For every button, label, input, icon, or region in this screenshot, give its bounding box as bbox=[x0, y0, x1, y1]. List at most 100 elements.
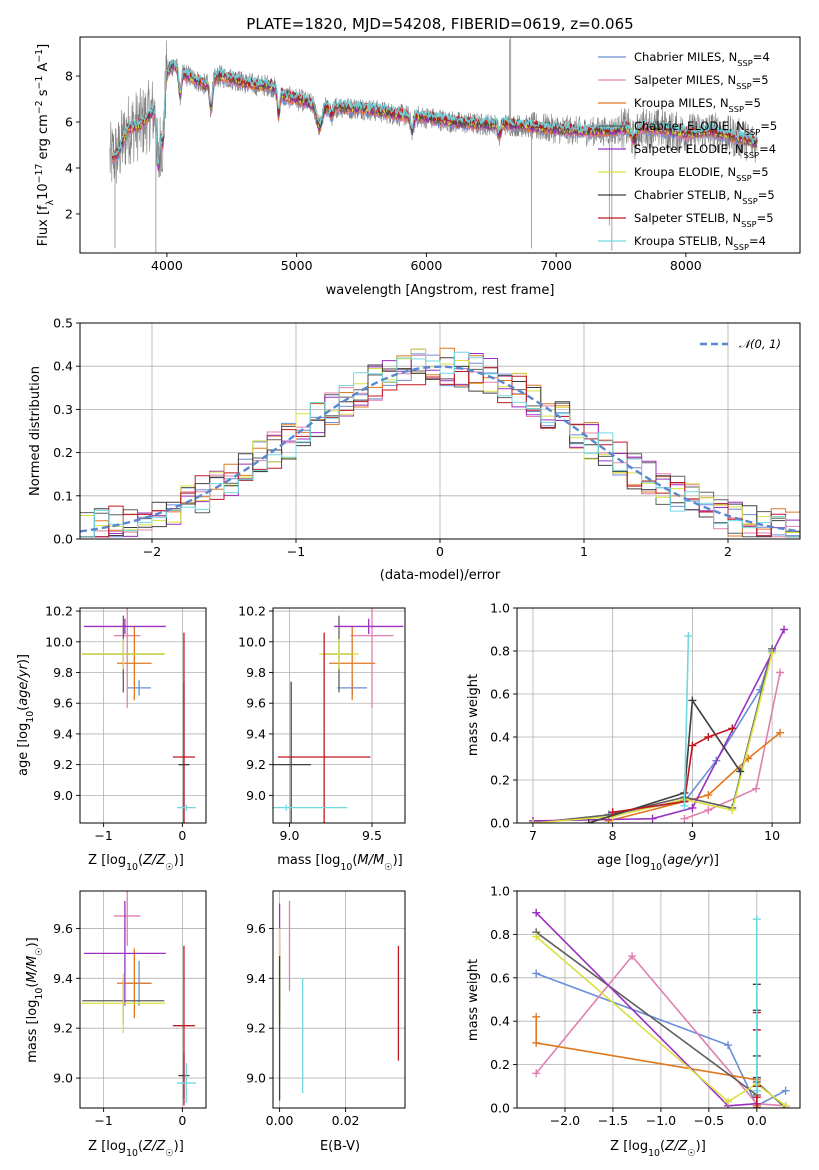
y-tick-label: 9.4 bbox=[53, 971, 73, 986]
normal-legend-label: 𝒩(0, 1) bbox=[739, 337, 781, 351]
series-line-5 bbox=[535, 912, 757, 1107]
y-tick-label: 0.6 bbox=[490, 970, 510, 985]
series-line-6 bbox=[532, 652, 773, 823]
series-point-6 bbox=[781, 1101, 790, 1108]
axes-frame bbox=[79, 607, 207, 824]
x-tick-label: −1 bbox=[94, 1113, 112, 1128]
y-tick-label: 9.2 bbox=[246, 757, 266, 772]
x-tick-label: 10 bbox=[764, 828, 780, 843]
residuals-x-label: (data-model)/error bbox=[380, 568, 501, 583]
series-line-9 bbox=[683, 635, 690, 806]
y-tick-label: 9.0 bbox=[246, 1071, 266, 1086]
axes-frame bbox=[516, 890, 801, 1109]
series-point-2 bbox=[680, 814, 689, 823]
series-point-8 bbox=[752, 1104, 761, 1108]
y-tick-label: 10.0 bbox=[238, 634, 266, 649]
x-tick-label: 0 bbox=[178, 828, 186, 843]
series-line-2 bbox=[535, 954, 786, 1107]
x-tick-label: 8000 bbox=[670, 258, 702, 273]
y-tick-label: 0.1 bbox=[53, 488, 73, 503]
legend-entry-8: Salpeter STELIB, NSSP=5 bbox=[634, 211, 774, 229]
panel-spectrum: 4000 5000 6000 7000 8000 2 4 6 8 wavelength [Angs… bbox=[34, 36, 801, 298]
figure-title: PLATE=1820, MJD=54208, FIBERID=0619, z=0… bbox=[246, 15, 633, 33]
axes-frame bbox=[516, 607, 801, 824]
series-point-3 bbox=[604, 816, 613, 823]
x-tick-label: 9 bbox=[688, 828, 696, 843]
panel-massweight-vs-age: 7 8 9 10 0.0 0.2 0.4 0.6 0.8 1.0 age [log10(age/yr… bbox=[466, 601, 801, 873]
series-point-5 bbox=[648, 814, 657, 823]
series-point-1 bbox=[781, 1086, 790, 1095]
x-tick-label: −1.0 bbox=[646, 1113, 676, 1128]
y-tick-label: 9.8 bbox=[53, 665, 73, 680]
series-point-6 bbox=[528, 819, 537, 823]
plot-area bbox=[273, 608, 404, 823]
axes-frame bbox=[79, 890, 207, 1109]
y-tick-label: 9.2 bbox=[53, 757, 73, 772]
x-tick-label: 7 bbox=[529, 828, 537, 843]
y-tick-label: 0.2 bbox=[53, 445, 73, 460]
x-tick-label: −1 bbox=[94, 828, 112, 843]
y-tick-label: 4 bbox=[65, 160, 73, 175]
x-tick-label: 2 bbox=[724, 544, 732, 559]
y-tick-label: 9.6 bbox=[246, 921, 266, 936]
x-tick-label: 8 bbox=[609, 828, 617, 843]
y-tick-label: 10.0 bbox=[45, 634, 73, 649]
series-point-9 bbox=[752, 915, 761, 924]
legend-entry-1: Chabrier MILES, NSSP=4 bbox=[634, 50, 770, 68]
legend-entry-2: Salpeter MILES, NSSP=5 bbox=[634, 73, 769, 91]
plot-area bbox=[81, 891, 196, 1106]
x-tick-label: 0.00 bbox=[266, 1113, 294, 1128]
series-point-9 bbox=[680, 801, 689, 810]
x-tick-label: −2.0 bbox=[550, 1113, 580, 1128]
panel-massweight-vs-Z: −2.0 −1.5 −1.0 −0.5 0.0 0.0 0.2 0.4 0.6 0.8 1.0 Z [… bbox=[466, 884, 801, 1159]
y-tick-label: 9.4 bbox=[53, 726, 73, 741]
normal-curve-line bbox=[80, 365, 800, 533]
legend-entry-7: Chabrier STELIB, NSSP=5 bbox=[634, 188, 775, 206]
y-tick-label: 10.2 bbox=[45, 604, 73, 619]
y-tick-label: 0.4 bbox=[490, 1014, 510, 1029]
y-tick-label: 2 bbox=[65, 206, 73, 221]
series-point-5 bbox=[532, 908, 541, 917]
series-point-1 bbox=[724, 1041, 733, 1050]
y-tick-label: 9.2 bbox=[53, 1021, 73, 1036]
x-tick-label: 1 bbox=[580, 544, 588, 559]
series-point-3 bbox=[704, 791, 713, 800]
y-tick-label: 6 bbox=[65, 115, 73, 130]
plot-area bbox=[109, 37, 758, 253]
series-point-9 bbox=[684, 631, 693, 640]
residual-histogram-8 bbox=[80, 367, 800, 538]
series-point-2 bbox=[628, 952, 637, 961]
series-point-5 bbox=[688, 803, 697, 812]
x-tick-label: 0 bbox=[178, 1113, 186, 1128]
series-point-2 bbox=[776, 668, 785, 677]
legend-entry-9: Kroupa STELIB, NSSP=4 bbox=[634, 234, 766, 252]
panel-age-vs-Z: −1 0 9.0 9.2 9.4 9.6 9.8 10.0 10.2 Z [log10(Z/Z☉)… bbox=[16, 604, 207, 873]
massweight-vs-age-y-label: mass weight bbox=[466, 674, 481, 756]
y-tick-label: 9.6 bbox=[53, 696, 73, 711]
plot-area bbox=[81, 608, 196, 823]
y-tick-label: 9.4 bbox=[246, 726, 266, 741]
x-tick-label: 0 bbox=[436, 544, 444, 559]
y-tick-label: 9.2 bbox=[246, 1021, 266, 1036]
y-tick-label: 10.2 bbox=[238, 604, 266, 619]
y-tick-label: 0.3 bbox=[53, 402, 73, 417]
x-tick-label: 6000 bbox=[410, 258, 442, 273]
series-point-1 bbox=[532, 969, 541, 978]
y-tick-label: 0.2 bbox=[490, 1057, 510, 1072]
x-tick-label: 9.0 bbox=[280, 828, 300, 843]
series-line-5 bbox=[532, 629, 785, 822]
y-tick-label: 0.4 bbox=[53, 359, 73, 374]
massweight-vs-Z-x-label: Z [log10(Z/Z☉)] bbox=[610, 1139, 706, 1159]
x-tick-label: 0.0 bbox=[747, 1113, 767, 1128]
series-point-7 bbox=[736, 767, 745, 776]
series-point-8 bbox=[704, 733, 713, 741]
massweight-vs-Z-y-label: mass weight bbox=[466, 959, 481, 1041]
series-point-5 bbox=[780, 625, 789, 634]
series-point-6 bbox=[728, 806, 737, 815]
plot-area bbox=[528, 625, 789, 823]
age-vs-Z-y-label: age [log10(age/yr)] bbox=[16, 654, 36, 776]
residuals-y-label: Normed distribution bbox=[28, 366, 43, 496]
series-point-3 bbox=[532, 1012, 541, 1021]
y-tick-label: 0.0 bbox=[490, 816, 510, 831]
